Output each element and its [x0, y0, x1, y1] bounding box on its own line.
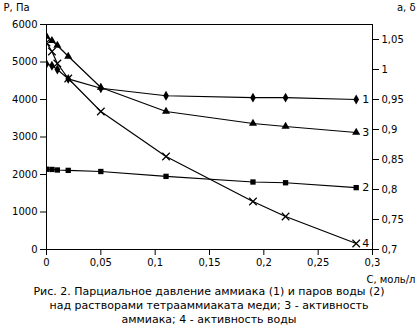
html-text:над растворами тетрааммиаката: над растворами тетрааммиаката меди; 3 - …	[49, 298, 369, 312]
svg-text:0: 0	[31, 244, 37, 255]
svg-text:4000: 4000	[12, 94, 37, 105]
svg-text:1000: 1000	[12, 206, 37, 217]
svg-text:0,05: 0,05	[90, 257, 112, 268]
svg-text:0,2: 0,2	[256, 257, 272, 268]
svg-text:1: 1	[382, 64, 388, 75]
html-text:аммиака; 4 - активность воды: аммиака; 4 - активность воды	[121, 312, 297, 326]
svg-text:0,95: 0,95	[382, 94, 404, 105]
svg-text:2: 2	[362, 181, 369, 194]
svg-text:2000: 2000	[12, 169, 37, 180]
svg-text:0,3: 0,3	[365, 257, 381, 268]
svg-text:3000: 3000	[12, 131, 37, 142]
svg-text:5000: 5000	[12, 56, 37, 67]
svg-text:3: 3	[362, 126, 369, 139]
svg-text:6000: 6000	[12, 19, 37, 30]
svg-text:0,9: 0,9	[382, 124, 398, 135]
svg-text:0,25: 0,25	[307, 257, 329, 268]
svg-text:0,15: 0,15	[198, 257, 220, 268]
svg-text:0,85: 0,85	[382, 154, 404, 165]
svg-text:C, моль/л: C, моль/л	[366, 274, 415, 285]
svg-text:1: 1	[362, 93, 369, 106]
svg-text:0,1: 0,1	[147, 257, 163, 268]
svg-text:0,8: 0,8	[382, 184, 398, 195]
svg-text:1,05: 1,05	[382, 34, 404, 45]
svg-text:4: 4	[362, 237, 369, 250]
svg-text:0,75: 0,75	[382, 214, 404, 225]
svg-text:0,7: 0,7	[382, 244, 398, 255]
svg-text:a, δ: a, δ	[397, 2, 416, 13]
html-text:Рис. 2. Парциальное давление а: Рис. 2. Парциальное давление аммиака (1)…	[33, 285, 385, 298]
svg-text:P, Па: P, Па	[4, 2, 30, 13]
svg-text:0: 0	[43, 257, 49, 268]
